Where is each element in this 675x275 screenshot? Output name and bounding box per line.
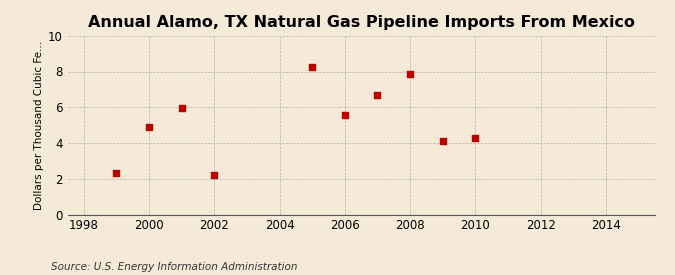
Y-axis label: Dollars per Thousand Cubic Fe...: Dollars per Thousand Cubic Fe... — [34, 40, 44, 210]
Point — [340, 113, 350, 117]
Point — [372, 92, 383, 97]
Point — [144, 125, 155, 129]
Point — [437, 139, 448, 144]
Point — [111, 171, 122, 176]
Text: Source: U.S. Energy Information Administration: Source: U.S. Energy Information Administ… — [51, 262, 297, 272]
Point — [405, 72, 416, 76]
Point — [470, 136, 481, 140]
Title: Annual Alamo, TX Natural Gas Pipeline Imports From Mexico: Annual Alamo, TX Natural Gas Pipeline Im… — [88, 15, 634, 31]
Point — [307, 65, 318, 69]
Point — [209, 173, 220, 177]
Point — [176, 106, 187, 110]
